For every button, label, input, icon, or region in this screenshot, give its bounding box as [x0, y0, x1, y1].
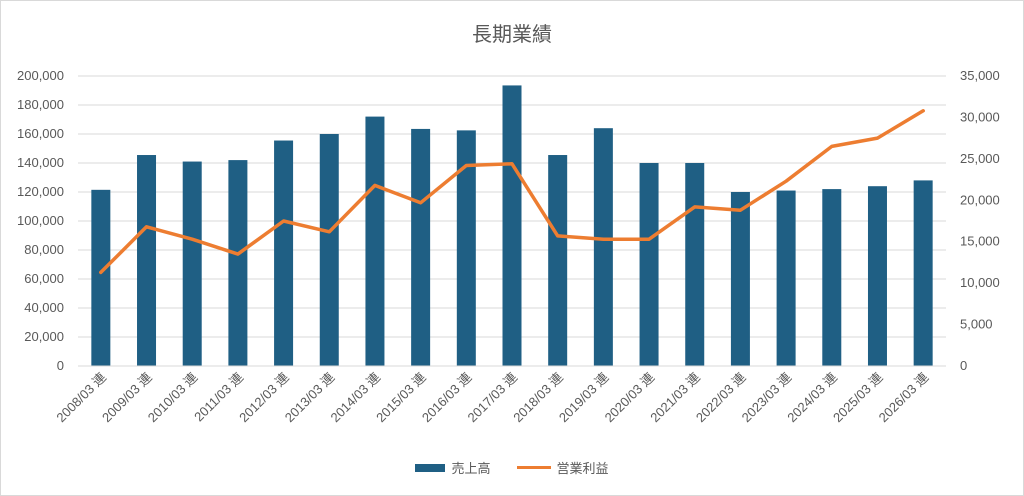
y-right-tick-label: 30,000 — [960, 109, 1000, 124]
y-right-tick-label: 35,000 — [960, 68, 1000, 83]
bar — [639, 163, 659, 366]
y-left-tick-label: 0 — [57, 358, 64, 373]
bar — [776, 190, 796, 366]
y-right-tick-label: 0 — [960, 358, 967, 373]
bar — [730, 192, 750, 366]
legend-label-profit: 営業利益 — [556, 462, 609, 477]
bar — [137, 155, 157, 366]
y-left-tick-label: 200,000 — [17, 68, 64, 83]
y-right-tick-label: 15,000 — [960, 234, 1000, 249]
bar — [867, 186, 887, 366]
x-tick-label: 2026/03 連 — [876, 370, 932, 426]
y-left-tick-label: 60,000 — [24, 271, 64, 286]
y-left-tick-label: 80,000 — [24, 242, 64, 257]
bar — [548, 155, 568, 366]
y-axis-left: 0 20,000 40,000 60,000 80,000 100,000 120,000 1… — [17, 68, 64, 373]
y-right-tick-label: 10,000 — [960, 275, 1000, 290]
legend-item-sales: 売上高 — [415, 458, 491, 477]
bar — [411, 128, 431, 366]
bar-series — [91, 85, 933, 367]
line-path — [99, 109, 925, 275]
bar — [593, 128, 613, 366]
legend-swatch-line — [516, 466, 551, 469]
y-left-tick-label: 40,000 — [24, 300, 64, 315]
y-axis-right: 0 5,000 10,000 15,000 20,000 25,000 30,000 35,0… — [960, 68, 1000, 373]
chart-title: 長期業績 — [472, 22, 552, 46]
y-left-tick-label: 140,000 — [17, 155, 64, 170]
bar — [182, 161, 202, 366]
legend-swatch-bar — [415, 463, 446, 472]
bar — [502, 85, 522, 367]
bar — [274, 140, 294, 366]
bar — [319, 134, 339, 366]
bar — [365, 116, 385, 366]
bar — [685, 163, 705, 366]
legend-label-sales: 売上高 — [451, 462, 491, 477]
x-tick-label: 2010/03 連 — [145, 370, 201, 426]
bar — [822, 189, 842, 366]
bar — [91, 189, 111, 366]
y-left-tick-label: 180,000 — [17, 97, 64, 112]
y-left-tick-label: 20,000 — [24, 329, 64, 344]
bar — [913, 180, 933, 366]
y-right-tick-label: 25,000 — [960, 151, 1000, 166]
y-left-tick-label: 100,000 — [17, 213, 64, 228]
bar — [456, 130, 476, 366]
line-series — [99, 109, 925, 275]
y-left-tick-label: 120,000 — [17, 184, 64, 199]
y-left-tick-label: 160,000 — [17, 126, 64, 141]
legend: 売上高 営業利益 — [0, 458, 1024, 477]
bar — [228, 160, 248, 366]
y-right-tick-label: 20,000 — [960, 192, 1000, 207]
y-right-tick-label: 5,000 — [960, 317, 993, 332]
legend-item-profit: 営業利益 — [516, 458, 609, 477]
